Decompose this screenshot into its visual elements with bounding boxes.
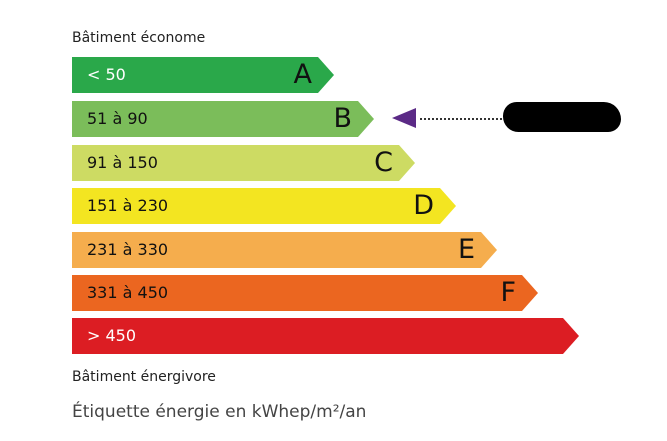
indicator-dotted-line: [420, 118, 502, 120]
class-range: 51 à 90: [87, 109, 148, 128]
footer-label: Étiquette énergie en kWhep/m²/an: [72, 402, 367, 422]
bottom-caption: Bâtiment énergivore: [72, 369, 216, 385]
redacted-value: [503, 102, 621, 132]
class-range: 151 à 230: [87, 196, 169, 215]
energy-class-c: 91 à 150 C: [72, 145, 415, 181]
class-letter: D: [413, 190, 434, 221]
class-range: > 450: [87, 326, 137, 345]
class-range: < 50: [87, 65, 126, 84]
class-range: 231 à 330: [87, 240, 169, 259]
energy-class-d: 151 à 230 D: [72, 188, 456, 224]
energy-class-b: 51 à 90 B: [72, 101, 374, 137]
class-letter: C: [374, 147, 393, 178]
energy-class-f: 331 à 450 F: [72, 275, 538, 311]
class-letter: E: [457, 234, 475, 265]
top-caption: Bâtiment économe: [72, 30, 206, 46]
class-letter: F: [500, 277, 516, 308]
indicator-arrow-icon: [392, 108, 416, 128]
energy-class-e: 231 à 330 E: [72, 232, 497, 268]
energy-class-g: > 450: [72, 318, 579, 354]
class-range: 331 à 450: [87, 283, 169, 302]
class-letter: A: [293, 59, 312, 90]
class-range: 91 à 150: [87, 153, 158, 172]
class-letter: B: [333, 103, 352, 134]
energy-class-a: < 50 A: [72, 57, 334, 93]
